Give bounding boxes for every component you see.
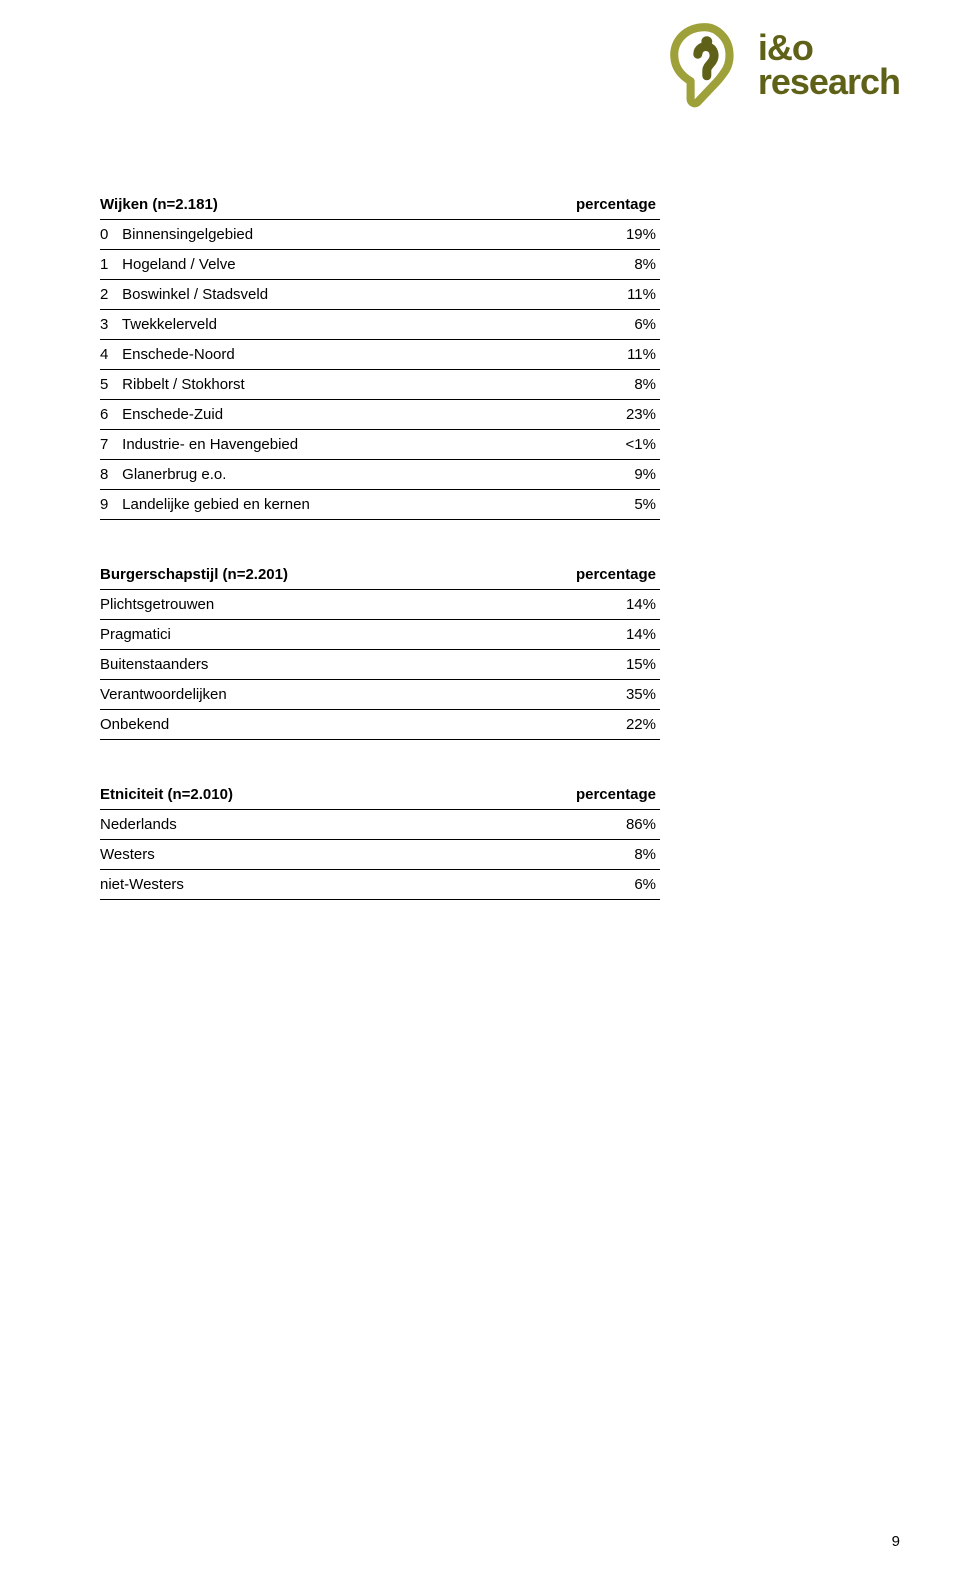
row-value: 22% bbox=[489, 710, 660, 740]
row-label: 9 Landelijke gebied en kernen bbox=[100, 490, 502, 520]
table-header-left: Burgerschapstijl (n=2.201) bbox=[100, 560, 489, 590]
table-row: 8 Glanerbrug e.o.9% bbox=[100, 460, 660, 490]
row-label: Pragmatici bbox=[100, 620, 489, 650]
content: Wijken (n=2.181) percentage 0 Binnensing… bbox=[100, 30, 860, 900]
row-label: 7 Industrie- en Havengebied bbox=[100, 430, 502, 460]
row-label: 3 Twekkelerveld bbox=[100, 310, 502, 340]
table-header-left: Etniciteit (n=2.010) bbox=[100, 780, 447, 810]
row-value: <1% bbox=[502, 430, 660, 460]
page-number: 9 bbox=[892, 1533, 900, 1550]
table-etniciteit: Etniciteit (n=2.010) percentage Nederlan… bbox=[100, 780, 660, 900]
row-label: 2 Boswinkel / Stadsveld bbox=[100, 280, 502, 310]
logo-line2: research bbox=[758, 65, 900, 99]
table-header-right: percentage bbox=[489, 560, 660, 590]
table-row: 3 Twekkelerveld6% bbox=[100, 310, 660, 340]
row-label: 4 Enschede-Noord bbox=[100, 340, 502, 370]
row-label: 1 Hogeland / Velve bbox=[100, 250, 502, 280]
row-value: 8% bbox=[502, 250, 660, 280]
row-label: Onbekend bbox=[100, 710, 489, 740]
row-label: Westers bbox=[100, 840, 447, 870]
row-value: 5% bbox=[502, 490, 660, 520]
table-row: Buitenstaanders15% bbox=[100, 650, 660, 680]
row-value: 8% bbox=[447, 840, 660, 870]
row-value: 19% bbox=[502, 220, 660, 250]
row-value: 35% bbox=[489, 680, 660, 710]
row-value: 11% bbox=[502, 280, 660, 310]
row-label: 8 Glanerbrug e.o. bbox=[100, 460, 502, 490]
row-value: 8% bbox=[502, 370, 660, 400]
row-label: Buitenstaanders bbox=[100, 650, 489, 680]
table-row: Verantwoordelijken35% bbox=[100, 680, 660, 710]
table-body: 0 Binnensingelgebied19%1 Hogeland / Velv… bbox=[100, 220, 660, 520]
table-burgerschapstijl: Burgerschapstijl (n=2.201) percentage Pl… bbox=[100, 560, 660, 740]
table-row: Onbekend22% bbox=[100, 710, 660, 740]
row-label: 5 Ribbelt / Stokhorst bbox=[100, 370, 502, 400]
table-wijken: Wijken (n=2.181) percentage 0 Binnensing… bbox=[100, 190, 660, 520]
table-row: Plichtsgetrouwen14% bbox=[100, 590, 660, 620]
row-label: Nederlands bbox=[100, 810, 447, 840]
row-label: 0 Binnensingelgebied bbox=[100, 220, 502, 250]
table-row: 1 Hogeland / Velve8% bbox=[100, 250, 660, 280]
row-value: 6% bbox=[447, 870, 660, 900]
table-header-right: percentage bbox=[447, 780, 660, 810]
row-label: niet-Westers bbox=[100, 870, 447, 900]
table-row: Nederlands86% bbox=[100, 810, 660, 840]
table-row: 2 Boswinkel / Stadsveld11% bbox=[100, 280, 660, 310]
logo-text: i&o research bbox=[758, 31, 900, 99]
table-header-right: percentage bbox=[502, 190, 660, 220]
row-value: 15% bbox=[489, 650, 660, 680]
table-row: 7 Industrie- en Havengebied<1% bbox=[100, 430, 660, 460]
row-value: 9% bbox=[502, 460, 660, 490]
table-row: 9 Landelijke gebied en kernen5% bbox=[100, 490, 660, 520]
table-row: 5 Ribbelt / Stokhorst8% bbox=[100, 370, 660, 400]
table-body: Nederlands86%Westers8%niet-Westers6% bbox=[100, 810, 660, 900]
row-label: 6 Enschede-Zuid bbox=[100, 400, 502, 430]
row-label: Plichtsgetrouwen bbox=[100, 590, 489, 620]
table-row: niet-Westers6% bbox=[100, 870, 660, 900]
table-row: Pragmatici14% bbox=[100, 620, 660, 650]
table-row: 0 Binnensingelgebied19% bbox=[100, 220, 660, 250]
row-value: 14% bbox=[489, 620, 660, 650]
row-value: 86% bbox=[447, 810, 660, 840]
table-row: 4 Enschede-Noord11% bbox=[100, 340, 660, 370]
row-value: 23% bbox=[502, 400, 660, 430]
row-value: 6% bbox=[502, 310, 660, 340]
table-row: 6 Enschede-Zuid23% bbox=[100, 400, 660, 430]
row-value: 14% bbox=[489, 590, 660, 620]
row-label: Verantwoordelijken bbox=[100, 680, 489, 710]
row-value: 11% bbox=[502, 340, 660, 370]
logo-mark-icon bbox=[660, 20, 750, 110]
table-header-left: Wijken (n=2.181) bbox=[100, 190, 502, 220]
table-row: Westers8% bbox=[100, 840, 660, 870]
logo-line1: i&o bbox=[758, 31, 900, 65]
brand-logo: i&o research bbox=[660, 20, 900, 110]
table-body: Plichtsgetrouwen14%Pragmatici14%Buitenst… bbox=[100, 590, 660, 740]
